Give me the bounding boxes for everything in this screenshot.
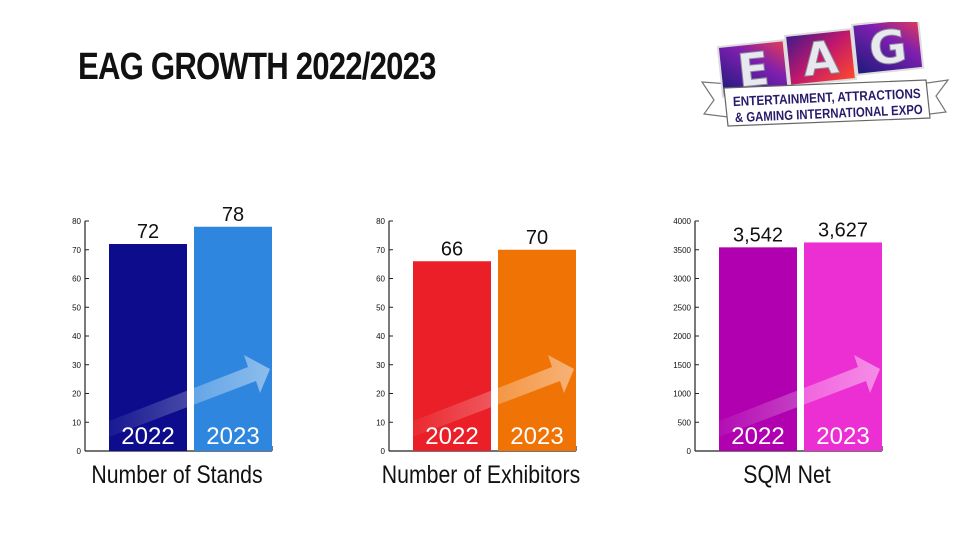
- category-label: 2023: [816, 423, 869, 450]
- y-tick-label: 0: [687, 447, 692, 456]
- y-tick-label: 70: [376, 246, 385, 255]
- y-tick-label: 80: [376, 217, 385, 226]
- y-tick-label: 30: [72, 361, 81, 370]
- chart-sqm-net: 0 500 1000 1500 2000 2500 3000 3500 4000 3,542 202…: [667, 195, 907, 505]
- y-tick-label: 60: [72, 275, 81, 284]
- y-tick-label: 20: [72, 390, 81, 399]
- eag-logo: E A G ENTERTAINMENT, ATTRACTIONS & GAMIN…: [700, 22, 950, 127]
- y-tick-label: 80: [72, 217, 81, 226]
- page-title: EAG GROWTH 2022/2023: [78, 46, 436, 88]
- y-tick-label: 500: [678, 418, 692, 427]
- y-tick-label: 30: [376, 361, 385, 370]
- y-tick-label: 2000: [673, 332, 691, 341]
- bar-2023: [804, 242, 882, 451]
- chart-label: Number of Exhibitors: [381, 461, 581, 489]
- data-label: 3,542: [733, 224, 783, 246]
- chart-number-of-exhibitors: 0 10 20 30 40 50 60 70 80 66 2022 70 2023 Number of …: [361, 195, 601, 505]
- y-tick-label: 20: [376, 390, 385, 399]
- y-tick-label: 0: [77, 447, 82, 456]
- growth-arrow-icon: [719, 355, 880, 437]
- y-tick-label: 1000: [673, 390, 691, 399]
- category-label: 2023: [510, 423, 563, 450]
- y-tick-label: 60: [376, 275, 385, 284]
- y-tick-label: 3000: [673, 275, 691, 284]
- growth-arrow-icon: [109, 355, 270, 437]
- chart-number-of-stands: 0 10 20 30 40 50 60 70 80 72 2022 78 2023 Number of …: [57, 195, 297, 505]
- chart-svg: 0 500 1000 1500 2000 2500 3000 3500 4000 3,542 202…: [673, 217, 883, 456]
- y-tick-label: 40: [376, 332, 385, 341]
- y-tick-label: 40: [72, 332, 81, 341]
- y-tick-label: 1500: [673, 361, 691, 370]
- bar-2023: [194, 226, 272, 451]
- growth-arrow-icon: [413, 355, 574, 437]
- data-label: 72: [137, 221, 159, 243]
- data-label: 66: [441, 238, 463, 260]
- y-tick-label: 50: [376, 303, 385, 312]
- y-tick-label: 0: [381, 447, 386, 456]
- data-label: 3,627: [818, 219, 868, 241]
- y-tick-label: 10: [72, 418, 81, 427]
- chart-label: SQM Net: [743, 461, 831, 489]
- logo-letter-g: G: [866, 22, 909, 76]
- y-tick-label: 50: [72, 303, 81, 312]
- y-tick-label: 70: [72, 246, 81, 255]
- y-tick-label: 10: [376, 418, 385, 427]
- y-tick-label: 3500: [673, 246, 691, 255]
- category-label: 2023: [206, 423, 259, 450]
- chart-label: Number of Stands: [91, 461, 263, 489]
- data-label: 78: [222, 204, 244, 226]
- logo-letter-a: A: [800, 30, 841, 87]
- data-label: 70: [526, 227, 548, 249]
- y-tick-label: 2500: [673, 303, 691, 312]
- bar-2023: [498, 249, 576, 451]
- y-tick-label: 4000: [673, 217, 691, 226]
